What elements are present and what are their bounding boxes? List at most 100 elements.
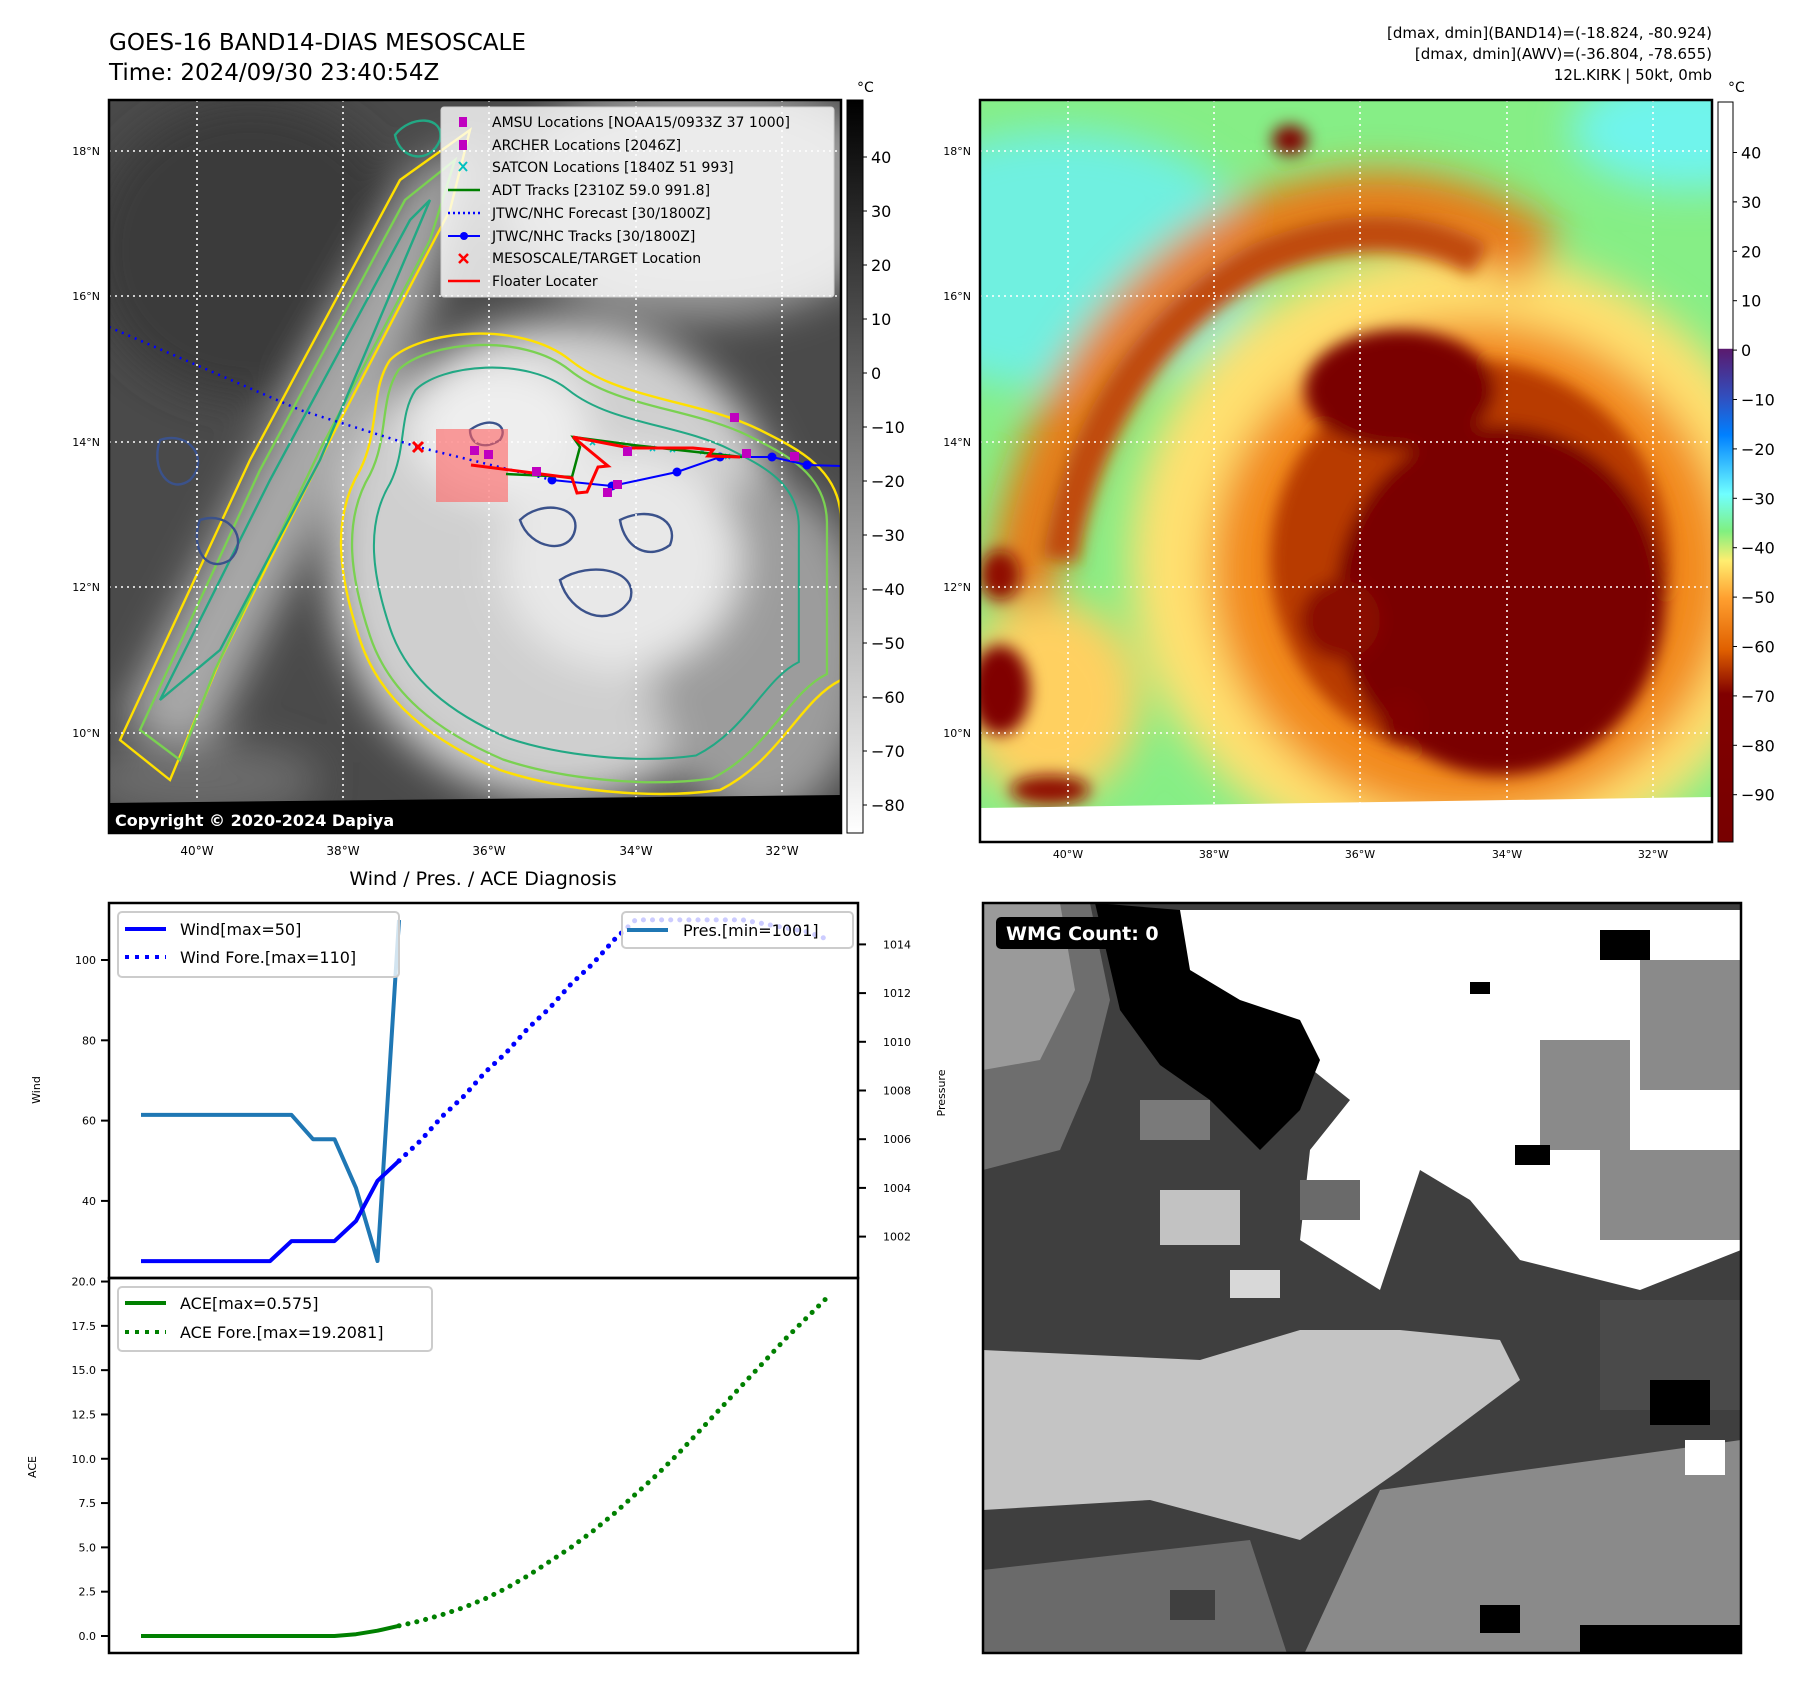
awv-map: [980, 100, 1712, 842]
ace-marks: [141, 1293, 832, 1638]
colorbar-tick-label: 0: [871, 364, 881, 383]
ir-lat-label: 14°N: [72, 436, 100, 449]
colorbar-tick-label: −70: [1741, 687, 1775, 706]
colorbar-tick-label: −70: [871, 742, 905, 761]
colorbar-tick-label: −20: [871, 472, 905, 491]
colorbar-tick-label: 40: [871, 148, 891, 167]
amsu-archer-markers: [470, 413, 799, 497]
diagnosis-title: Wind / Pres. / ACE Diagnosis: [349, 868, 616, 890]
wmg-light-band: [983, 1330, 1520, 1540]
awv-lon-label: 36°W: [1345, 848, 1375, 861]
colorbar-tick-label: −20: [1741, 440, 1775, 459]
awv-lat-label: 16°N: [943, 290, 971, 303]
ace-tick-label: 20.0: [72, 1276, 97, 1289]
ir-lon-label: 38°W: [326, 844, 359, 858]
target-marker-icon: [411, 440, 425, 454]
ir-lat-label: 18°N: [72, 145, 100, 158]
pressure-tick-label: 1004: [883, 1182, 911, 1195]
ir-lon-label: 40°W: [180, 844, 213, 858]
wind-tick-label: 60: [82, 1115, 96, 1128]
legend-target: MESOSCALE/TARGET Location: [492, 251, 701, 267]
awv-lon-label: 34°W: [1492, 848, 1522, 861]
awv-nodata-area: [980, 797, 1712, 842]
figure-title: GOES-16 BAND14-DIAS MESOSCALE: [109, 30, 526, 56]
archer-square-icon: [459, 140, 467, 150]
legend-satcon: SATCON Locations [1840Z 51 993]: [492, 160, 734, 176]
ir-lat-label: 12°N: [72, 581, 100, 594]
awv-lon-label: 32°W: [1638, 848, 1668, 861]
pressure-tick-label: 1014: [883, 938, 911, 951]
colorbar-tick-label: −60: [871, 688, 905, 707]
legend-wind-fore: Wind Fore.[max=110]: [180, 948, 356, 967]
ir-lon-label: 36°W: [472, 844, 505, 858]
legend-adt: ADT Tracks [2310Z 59.0 991.8]: [492, 183, 710, 199]
ir-lat-label: 10°N: [72, 727, 100, 740]
figure-time: Time: 2024/09/30 23:40:54Z: [108, 60, 439, 86]
colorbar-tick-label: −90: [1741, 786, 1775, 805]
series-pres-line: [141, 919, 401, 1263]
colorbar-tick-label: −50: [1741, 588, 1775, 607]
legend-floater: Floater Locater: [492, 274, 598, 290]
ace-tick-label: 15.0: [72, 1364, 97, 1377]
awv-lat-label: 18°N: [943, 145, 971, 158]
series-aceline: [141, 1623, 400, 1638]
ir-contours: [118, 119, 841, 796]
awv-map-frame: [978, 98, 1714, 844]
pressure-tick-label: 1012: [883, 987, 911, 1000]
ir-legend: AMSU Locations [NOAA15/0933Z 37 1000] AR…: [440, 106, 835, 298]
colorbar-tick-label: −30: [871, 526, 905, 545]
stats-awv: [dmax, dmin](AWV)=(-36.804, -78.655): [1415, 45, 1712, 63]
target-x-icon: [458, 253, 469, 264]
legend-archer: ARCHER Locations [2046Z]: [492, 138, 681, 154]
awv-gridlines: [980, 100, 1712, 842]
colorbar-tick-label: 30: [1741, 193, 1761, 212]
colorbar-tick-label: 10: [871, 310, 891, 329]
awv-core: [980, 125, 1670, 805]
wmg-count-label: WMG Count: 0: [1006, 923, 1159, 945]
legend-wind: Wind[max=50]: [180, 920, 301, 939]
ace-legend-box: [117, 1286, 433, 1352]
ace-ylabel: ACE: [26, 1456, 39, 1478]
jtwc-forecast-track: [109, 325, 553, 482]
diagnosis-axis-ticks: 40 60 80 100 1002 1004 1006 1008 1010 1012 1014 0.0…: [72, 938, 912, 1643]
ace-tick-label: 17.5: [72, 1320, 97, 1333]
ir-map-frame: [107, 98, 843, 835]
legend-ace: ACE[max=0.575]: [180, 1294, 319, 1313]
legend-pressure: Pres.[min=1001]: [683, 921, 819, 940]
floater-locater-track: [470, 435, 741, 495]
awv-lat-label: 14°N: [943, 436, 971, 449]
wmg-count-badge: [996, 917, 1175, 949]
ir-lon-label: 32°W: [765, 844, 798, 858]
wmg-panel: [983, 903, 1741, 1653]
wmg-white-region: [1120, 910, 1741, 1290]
pressure-tick-label: 1008: [883, 1085, 911, 1098]
awv-lon-label: 38°W: [1199, 848, 1229, 861]
colorbar-tick-label: −80: [1741, 736, 1775, 755]
wind-tick-label: 40: [82, 1195, 96, 1208]
pressure-legend: Pres.[min=1001]: [621, 911, 854, 949]
wind-legend: Wind[max=50] Wind Fore.[max=110]: [117, 911, 400, 978]
amsu-square-icon: [459, 117, 467, 127]
ace-tick-label: 5.0: [79, 1541, 97, 1554]
colorbar-tick-label: −10: [1741, 391, 1775, 410]
colorbar-tick-label: −80: [871, 796, 905, 815]
ace-legend: ACE[max=0.575] ACE Fore.[max=19.2081]: [117, 1286, 433, 1352]
wmg-frame: [981, 901, 1743, 1655]
wind-pressure-marks: [141, 917, 832, 1264]
legend-ace-fore: ACE Fore.[max=19.2081]: [180, 1323, 384, 1342]
colorbar-tick-label: 10: [1741, 292, 1761, 311]
ace-tick-label: 12.5: [72, 1408, 97, 1421]
stats-band14: [dmax, dmin](BAND14)=(-18.824, -80.924): [1387, 24, 1712, 42]
wind-legend-box: [117, 911, 400, 978]
ir-colorbar-unit: °C: [857, 80, 874, 96]
awv-lon-labels: 40°W 38°W 36°W 34°W 32°W: [1053, 848, 1668, 861]
satcon-x-icon: [458, 161, 468, 172]
awv-lat-label: 10°N: [943, 727, 971, 740]
ir-lat-labels: 18°N 16°N 14°N 12°N 10°N: [72, 145, 100, 740]
awv-lon-label: 40°W: [1053, 848, 1083, 861]
awv-colorbar: [1717, 101, 1734, 843]
colorbar-tick-label: 20: [871, 256, 891, 275]
colorbar-tick-label: −40: [871, 580, 905, 599]
legend-amsu: AMSU Locations [NOAA15/0933Z 37 1000]: [492, 115, 790, 131]
ace-tick-label: 2.5: [79, 1586, 97, 1599]
